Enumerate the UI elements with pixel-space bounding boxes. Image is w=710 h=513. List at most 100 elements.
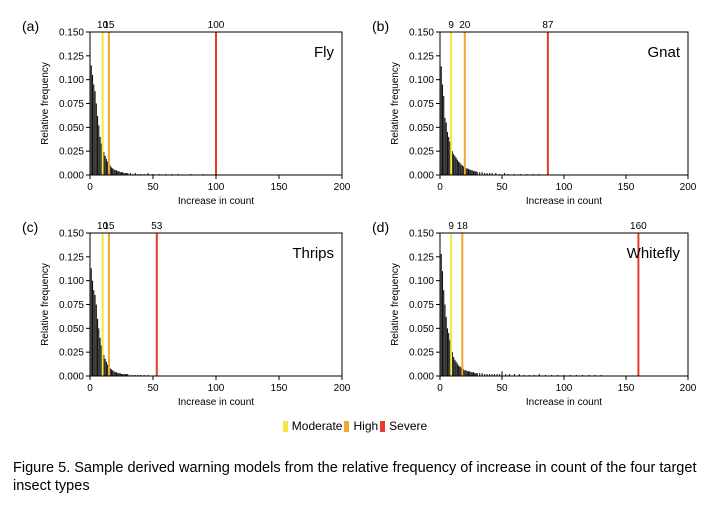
panel-1-ytick-label: 0.000 (59, 171, 84, 182)
panel-3-bar (115, 372, 118, 376)
panel-3-bar (124, 374, 126, 376)
panel-3-threshold-label-severe: 53 (151, 221, 163, 232)
panel-3-bar (120, 374, 123, 376)
panel-2-bar (476, 172, 478, 175)
panel-2-bar (469, 169, 471, 175)
panel-3-insect-name: Thrips (292, 245, 334, 262)
panel-1-bar (117, 171, 119, 175)
panel-4-bar (481, 373, 483, 376)
panel-2-bar (467, 169, 470, 175)
panel-3-xtick-label: 150 (271, 383, 288, 394)
panel-4-bar (458, 365, 460, 376)
panel-2-bar (503, 173, 506, 175)
panel-2-bar (474, 171, 476, 175)
panel-1-bar (115, 170, 118, 175)
panel-3-bar (119, 373, 121, 376)
panel-2-bar (449, 141, 451, 175)
panel-2-bar (495, 173, 497, 175)
panel-1-bar (125, 173, 128, 175)
panel-1-bar (98, 125, 100, 175)
panel-3-bar (103, 355, 105, 376)
panel-2-bar (463, 166, 465, 175)
panel-3-ytick-label: 0.000 (59, 372, 84, 383)
panel-1-bar (97, 115, 99, 175)
panel-1-bar (129, 173, 131, 175)
panel-1-bar (113, 169, 115, 175)
panel-4-bar (508, 374, 510, 376)
panel-1-ytick-label: 0.100 (59, 75, 84, 86)
panel-4-bar (467, 371, 470, 376)
legend-swatch-moderate (282, 420, 288, 432)
panel-4-bar (484, 374, 486, 376)
panel-3-ytick-label: 0.100 (59, 276, 84, 287)
panel-4-bar (448, 333, 450, 376)
panel-1-bar (123, 173, 125, 175)
panel-2-bar (448, 136, 450, 175)
panel-2-bar (446, 132, 448, 175)
panel-4-bar (440, 253, 442, 376)
panel-3-bar (109, 368, 111, 376)
panel-2-ytick-label: 0.075 (409, 99, 434, 110)
panel-4-bar (451, 352, 453, 376)
panel-1-bar (104, 155, 106, 175)
panel-3-bar (113, 371, 115, 376)
legend-item-moderate: Moderate (282, 419, 343, 433)
panel-1-bar (90, 65, 92, 175)
panel-2-bar (470, 170, 472, 175)
panel-1-xtick-label: 150 (271, 182, 288, 193)
panel-2-panel-label: (b) (372, 18, 389, 34)
legend-label-moderate: Moderate (291, 419, 343, 433)
panel-2-bar (461, 165, 463, 175)
panel-2-bar (481, 172, 483, 175)
panel-4-ytick-label: 0.025 (409, 348, 434, 359)
panel-4-xlabel: Increase in count (526, 397, 602, 408)
panel-3-bar (125, 374, 128, 376)
panel-3-bar (97, 318, 99, 376)
panel-1-bar (103, 152, 105, 175)
panel-3-xlabel: Increase in count (178, 397, 254, 408)
panel-3-bar (117, 373, 119, 376)
panel-2-xtick-label: 150 (618, 182, 635, 193)
panel-3-bar (123, 374, 125, 376)
panel-4-bar (464, 370, 466, 376)
panel-4-bar (513, 374, 515, 376)
panel-1-bar (124, 173, 126, 175)
panel-4-ytick-label: 0.075 (409, 300, 434, 311)
panel-4-bar (454, 359, 456, 376)
panel-2-ytick-label: 0.100 (409, 75, 434, 86)
panel-3-bar (98, 328, 100, 376)
panel-1-bar (95, 103, 97, 175)
panel-1-bar (100, 143, 102, 175)
panel-3-bar (127, 374, 129, 376)
panel-1-bar (94, 91, 96, 175)
panel-2-bar (479, 172, 481, 175)
panel-2-bar (445, 122, 447, 175)
panel-3-bar (100, 345, 102, 376)
panel-4-bar (459, 366, 461, 376)
panel-2-bar (443, 95, 445, 175)
panel-1-xtick-label: 50 (147, 182, 159, 193)
panel-2-bar (451, 151, 453, 175)
panel-1-bar (118, 171, 120, 175)
panel-3-bar (114, 372, 116, 376)
panel-4-xtick-label: 200 (680, 383, 697, 394)
panel-4-ytick-label: 0.125 (409, 252, 434, 263)
panel-4-xtick-label: 100 (556, 383, 573, 394)
panel-4-bar (443, 290, 445, 376)
panel-4-bar (479, 373, 481, 376)
panel-4-threshold-label-moderate: 9 (448, 221, 454, 232)
panel-4-bar (460, 367, 462, 376)
panel-3-xtick-label: 0 (87, 383, 93, 394)
panel-2-bar (465, 168, 467, 175)
panel-4-bar (501, 371, 503, 376)
panel-1-bar (107, 161, 109, 175)
panel-2-bar (453, 154, 455, 175)
panel-3-bar (94, 294, 96, 376)
panel-2-threshold-label-moderate: 9 (448, 20, 454, 31)
panel-4-bar (518, 374, 520, 376)
panel-3-xtick-label: 100 (208, 383, 225, 394)
panel-2-bar (441, 84, 444, 175)
panel-4-bar (474, 373, 476, 376)
panel-1-bar (110, 167, 112, 175)
panel-3-ytick-label: 0.050 (59, 324, 84, 335)
